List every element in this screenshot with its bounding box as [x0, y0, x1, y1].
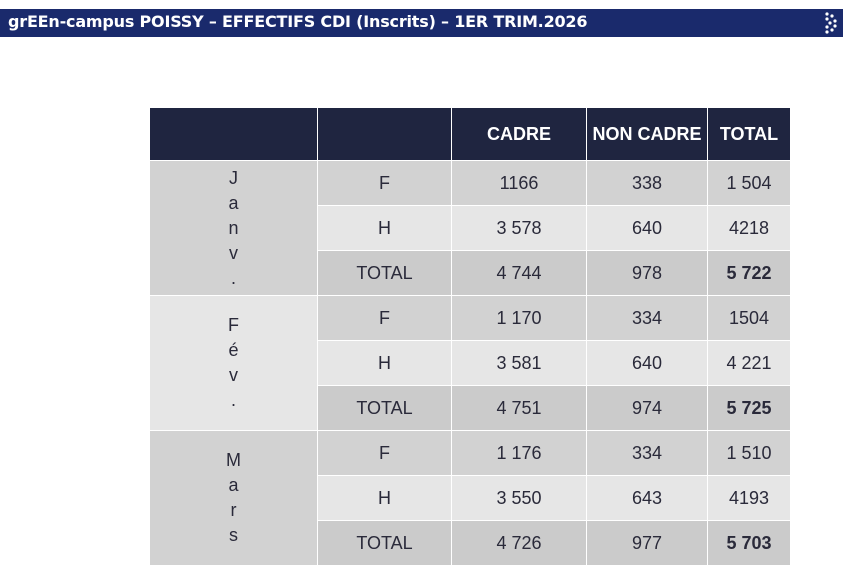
column-header-total: TOTAL — [707, 107, 791, 161]
non-cadre-cell: 334 — [586, 430, 708, 476]
total-cell: 4 221 — [707, 340, 791, 386]
page-title: grEEn-campus POISSY – EFFECTIFS CDI (Ins… — [8, 12, 588, 31]
column-header-month — [149, 107, 318, 161]
cadre-cell: 1 170 — [451, 295, 587, 341]
month-letter: n — [228, 217, 239, 238]
month-letter: r — [230, 500, 237, 520]
total-cell: 5 722 — [707, 250, 791, 296]
non-cadre-cell: 640 — [586, 205, 708, 251]
header-bar: grEEn-campus POISSY – EFFECTIFS CDI (Ins… — [0, 9, 843, 37]
non-cadre-cell: 334 — [586, 295, 708, 341]
month-letter: . — [230, 390, 236, 410]
row-label: H — [317, 205, 452, 251]
cadre-cell: 1166 — [451, 160, 587, 206]
row-label: TOTAL — [317, 520, 452, 566]
column-header-sex — [317, 107, 452, 161]
month-letter: a — [228, 192, 239, 213]
non-cadre-cell: 640 — [586, 340, 708, 386]
total-cell: 4218 — [707, 205, 791, 251]
cadre-cell: 3 578 — [451, 205, 587, 251]
total-cell: 4193 — [707, 475, 791, 521]
non-cadre-cell: 977 — [586, 520, 708, 566]
month-letter: é — [228, 340, 239, 360]
total-cell: 1 510 — [707, 430, 791, 476]
row-label: H — [317, 340, 452, 386]
month-letter: s — [229, 525, 238, 545]
month-letter: J — [229, 167, 238, 188]
column-header-non-cadre: NON CADRE — [586, 107, 708, 161]
cadre-cell: 4 751 — [451, 385, 587, 431]
cadre-cell: 3 550 — [451, 475, 587, 521]
row-label: TOTAL — [317, 385, 452, 431]
row-label: F — [317, 160, 452, 206]
month-letter: v — [229, 242, 238, 263]
non-cadre-cell: 978 — [586, 250, 708, 296]
table-header-row: CADRE NON CADRE TOTAL — [149, 107, 791, 161]
month-letter: v — [229, 365, 238, 385]
non-cadre-cell: 974 — [586, 385, 708, 431]
total-cell: 5 725 — [707, 385, 791, 431]
row-label: H — [317, 475, 452, 521]
non-cadre-cell: 338 — [586, 160, 708, 206]
cadre-cell: 4 726 — [451, 520, 587, 566]
cadre-cell: 4 744 — [451, 250, 587, 296]
row-label: F — [317, 295, 452, 341]
dots-logo-icon — [825, 12, 837, 34]
total-cell: 1504 — [707, 295, 791, 341]
total-cell: 1 504 — [707, 160, 791, 206]
cadre-cell: 1 176 — [451, 430, 587, 476]
month-letter: . — [230, 267, 236, 288]
month-letter: a — [228, 475, 239, 495]
column-header-cadre: CADRE — [451, 107, 587, 161]
month-letter: F — [228, 315, 239, 335]
month-letter: M — [226, 450, 241, 470]
non-cadre-cell: 643 — [586, 475, 708, 521]
table-row: TOTAL 4 744 978 5 722 — [150, 250, 791, 296]
table-row: TOTAL 4 726 977 5 703 — [150, 520, 791, 566]
total-cell: 5 703 — [707, 520, 791, 566]
table-row: TOTAL 4 751 974 5 725 — [150, 385, 791, 431]
cadre-cell: 3 581 — [451, 340, 587, 386]
row-label: F — [317, 430, 452, 476]
row-label: TOTAL — [317, 250, 452, 296]
